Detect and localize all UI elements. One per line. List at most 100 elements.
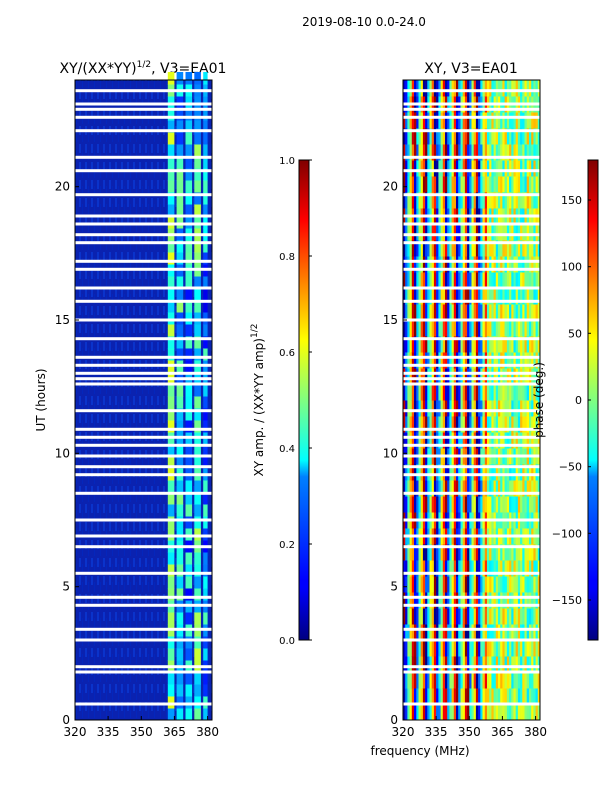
y-tick-label: 5 (62, 580, 70, 594)
phase-cell (502, 496, 505, 513)
phase-cell (511, 304, 514, 321)
phase-cell (418, 304, 421, 321)
phase-cell (462, 336, 466, 353)
phase-cell (511, 672, 514, 689)
phase-cell (462, 192, 466, 209)
phase-cell (418, 688, 421, 705)
phase-cell (495, 544, 499, 561)
phase-cell (416, 352, 419, 369)
phase-cell (418, 576, 421, 593)
phase-cell (460, 80, 463, 97)
phase-cell (504, 624, 508, 641)
phase-cell (475, 80, 479, 97)
phase-cell (502, 336, 505, 353)
phase-cell (535, 384, 539, 401)
phase-cell (533, 128, 536, 145)
phase-cell (533, 176, 536, 193)
phase-cell (537, 240, 541, 257)
phase-cell (451, 688, 455, 705)
phase-cell (506, 688, 510, 705)
phase-cell (526, 672, 530, 689)
phase-cell (456, 624, 459, 641)
phase-cell (533, 384, 536, 401)
phase-cell (535, 192, 539, 209)
phase-cell (489, 464, 492, 481)
phase-cell (511, 496, 514, 513)
phase-cell (537, 304, 541, 321)
phase-cell (445, 544, 448, 561)
phase-gap (403, 435, 540, 439)
phase-cell (502, 288, 505, 305)
colorbar-tick-label: 50 (568, 327, 582, 340)
phase-cell (482, 144, 485, 161)
phase-cell (473, 656, 477, 673)
phase-cell (405, 352, 408, 369)
phase-cell (471, 112, 474, 129)
phase-cell (473, 496, 477, 513)
phase-cell (445, 368, 448, 385)
phase-cell (403, 592, 406, 609)
amplitude-cell (167, 132, 175, 145)
phase-gap (403, 595, 540, 599)
amplitude-cell (167, 312, 175, 325)
phase-cell (458, 128, 461, 145)
amplitude-cell (167, 576, 175, 589)
phase-cell (449, 704, 452, 721)
phase-cell (511, 656, 514, 673)
phase-cell (414, 352, 417, 369)
phase-cell (478, 384, 481, 401)
phase-cell (517, 464, 521, 481)
phase-cell (533, 288, 536, 305)
phase-cell (515, 592, 519, 609)
phase-cell (495, 176, 499, 193)
phase-cell (509, 304, 512, 321)
phase-cell (422, 496, 426, 513)
phase-cell (480, 336, 483, 353)
phase-cell (416, 640, 419, 657)
phase-cell (513, 144, 516, 161)
phase-cell (405, 384, 408, 401)
phase-cell (440, 320, 444, 337)
phase-cell (489, 128, 492, 145)
amplitude-title-main: XY/(XX*YY) (60, 61, 137, 77)
phase-cell (460, 272, 463, 289)
phase-cell (453, 240, 457, 257)
phase-cell (427, 144, 430, 161)
phase-cell (491, 688, 494, 705)
phase-cell (515, 288, 519, 305)
phase-cell (449, 688, 452, 705)
phase-cell (440, 368, 444, 385)
phase-cell (431, 464, 435, 481)
phase-cell (462, 480, 466, 497)
phase-cell (436, 224, 439, 241)
phase-cell (447, 320, 450, 337)
phase-cell (473, 624, 477, 641)
amplitude-cell (203, 408, 208, 421)
phase-cell (405, 320, 408, 337)
phase-cell (414, 480, 417, 497)
phase-cell (433, 80, 437, 97)
phase-cell (422, 608, 426, 625)
phase-cell (420, 224, 424, 241)
amplitude-cell (167, 420, 175, 433)
phase-cell (498, 80, 501, 97)
phase-cell (431, 80, 435, 97)
phase-cell (513, 176, 516, 193)
phase-cell (420, 192, 424, 209)
phase-cell (500, 320, 503, 337)
amplitude-cell (203, 456, 208, 469)
phase-cell (453, 144, 457, 161)
phase-cell (422, 624, 426, 641)
phase-cell (407, 272, 410, 289)
phase-cell (420, 672, 424, 689)
phase-cell (504, 128, 508, 145)
phase-cell (471, 128, 474, 145)
phase-cell (451, 400, 455, 417)
amplitude-cell (185, 120, 193, 133)
phase-cell (520, 656, 523, 673)
phase-cell (522, 352, 525, 369)
phase-cell (517, 496, 521, 513)
amplitude-gap (75, 443, 212, 447)
amplitude-cell (185, 648, 193, 661)
phase-cell (520, 352, 523, 369)
